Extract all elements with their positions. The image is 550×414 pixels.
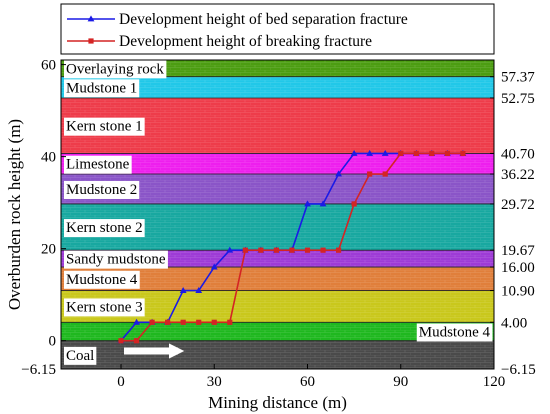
right-tick-label: 40.70 <box>501 146 535 162</box>
data-point-square <box>118 338 124 344</box>
data-point-square <box>196 319 202 325</box>
x-tick-label: 90 <box>393 374 408 390</box>
layer-texture <box>61 60 494 77</box>
layer-texture <box>61 76 494 98</box>
y-tick-label: 60 <box>41 58 56 74</box>
x-axis-label: Mining distance (m) <box>208 393 347 412</box>
layer-label-background <box>64 298 145 317</box>
data-point-triangle <box>366 149 374 156</box>
y-tick-label: −6.15 <box>21 362 56 378</box>
data-point-triangle <box>210 263 218 270</box>
x-tick-label: 0 <box>117 374 125 390</box>
right-tick-label: 16.00 <box>501 260 535 276</box>
data-point-triangle <box>304 200 311 207</box>
data-point-triangle <box>226 246 234 253</box>
layer-label: Mudstone 2 <box>66 182 137 198</box>
data-point-square <box>367 171 373 177</box>
layer-label: Kern stone 2 <box>66 220 143 236</box>
layer-label-background <box>64 117 145 136</box>
data-point-square <box>335 247 342 253</box>
layer-texture <box>61 322 494 341</box>
data-point-square <box>398 150 404 157</box>
layer-label-background <box>64 180 140 199</box>
x-tick-label: 120 <box>483 374 506 390</box>
layer-texture <box>61 250 494 268</box>
x-tick-label: 30 <box>207 374 222 390</box>
legend-box <box>60 3 495 55</box>
layer-label-background <box>64 219 145 238</box>
data-point-square <box>460 150 466 157</box>
right-tick-label: 52.75 <box>501 91 535 107</box>
data-point-square <box>180 319 186 325</box>
right-tick-label: 19.67 <box>501 243 535 259</box>
layer-label: Kern stone 1 <box>66 119 143 135</box>
layer-label: Kern stone 3 <box>66 299 143 315</box>
data-point-square <box>273 247 280 253</box>
data-point-triangle <box>133 318 140 325</box>
layer-label: Mudstone 4 <box>419 324 491 340</box>
legend-label: Development height of breaking fracture <box>119 33 372 50</box>
data-point-square <box>444 150 450 157</box>
data-point-square <box>227 319 233 325</box>
layer-label: Limestone <box>66 157 130 173</box>
data-point-square <box>289 247 295 253</box>
data-point-triangle <box>179 286 187 293</box>
layer-label: Overlaying rock <box>66 61 164 77</box>
legend-swatch-marker <box>87 15 95 22</box>
rock-layers <box>61 60 494 370</box>
data-point-square <box>429 150 435 157</box>
data-point-square <box>413 150 419 157</box>
layer-texture <box>61 267 494 291</box>
y-tick-label: 20 <box>41 242 56 258</box>
data-point-square <box>382 171 388 177</box>
y-tick-label: 0 <box>49 334 57 350</box>
layer-label-background <box>64 79 140 98</box>
layer-label: Mudstone 1 <box>66 80 137 96</box>
layer-label: Mudstone 4 <box>66 272 138 288</box>
axes: 0 30 60 90 120−6.15020406057.3752.7540.7036.… <box>5 58 536 412</box>
layer-label: Sandy mudstone <box>66 252 166 268</box>
right-tick-label: 57.37 <box>501 70 535 86</box>
layer-label-background <box>416 323 493 342</box>
data-point-triangle <box>335 170 342 177</box>
data-point-square <box>133 338 140 344</box>
right-tick-label: 29.72 <box>501 197 535 213</box>
layer-label-background <box>64 60 167 79</box>
y-tick-label: 40 <box>41 150 56 166</box>
data-point-triangle <box>381 149 389 156</box>
x-tick-label: 60 <box>300 374 315 390</box>
legend: Development height of bed separation fra… <box>60 3 495 55</box>
layer-label: Coal <box>66 348 94 364</box>
data-point-triangle <box>350 149 358 156</box>
layer-texture <box>61 153 494 175</box>
data-point-square <box>242 247 248 253</box>
data-point-square <box>165 319 171 325</box>
plot-frame <box>60 59 495 370</box>
layer-label-background <box>64 346 97 365</box>
legend-label: Development height of bed separation fra… <box>119 11 408 28</box>
layer-label-background <box>64 250 168 269</box>
data-series <box>117 149 467 344</box>
layer-label-background <box>64 155 132 174</box>
data-point-square <box>351 201 357 207</box>
right-tick-label: 36.22 <box>501 167 535 183</box>
data-point-square <box>258 247 264 253</box>
data-point-triangle <box>195 286 203 293</box>
layer-label-background <box>64 270 140 289</box>
data-point-square <box>304 247 311 253</box>
y-axis-label: Overburden rock height (m) <box>5 119 24 310</box>
layer-texture <box>61 340 494 369</box>
data-point-square <box>320 247 326 253</box>
right-tick-label: 4.00 <box>501 315 527 331</box>
rock-layer-labels: Coal Mudstone 4 Kern stone 3 Mudstone 4 Sand… <box>64 60 493 365</box>
right-tick-label: 10.90 <box>501 284 535 300</box>
legend-swatch-marker <box>88 38 94 44</box>
data-point-square <box>211 319 217 325</box>
right-tick-label: −6.15 <box>501 362 536 378</box>
data-point-square <box>149 319 155 325</box>
data-point-triangle <box>319 200 327 207</box>
